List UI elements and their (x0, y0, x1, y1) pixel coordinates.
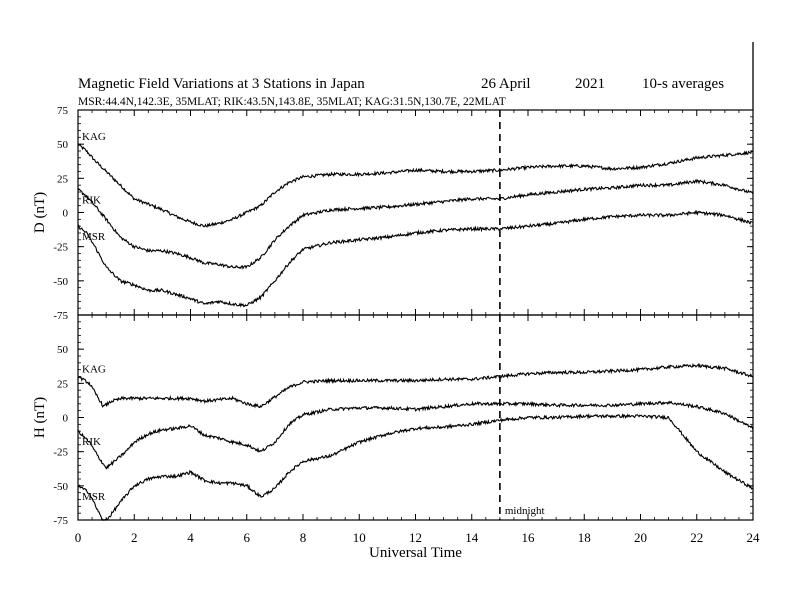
xtick-label: 18 (578, 530, 591, 545)
top-series-label-msr: MSR (82, 231, 106, 243)
bottom-ytick-label: -75 (53, 515, 68, 527)
chart-averaging: 10-s averages (642, 76, 724, 92)
top-series-label-rik: RIK (82, 194, 101, 206)
midnight-label: midnight (505, 505, 545, 517)
bottom-series-rik (77, 400, 754, 470)
top-series-kag (77, 143, 754, 228)
top-series-msr (77, 209, 753, 308)
xtick-label: 12 (409, 530, 422, 545)
xtick-label: 16 (522, 530, 536, 545)
xtick-label: 14 (465, 530, 479, 545)
xtick-label: 8 (300, 530, 307, 545)
top-panel-frame (77, 109, 754, 316)
bottom-ylabel: H (nT) (32, 397, 48, 438)
h-component-panel: 50 25 0 -25 -50 -75 H (nT) midnight KAG RIK MSR (32, 314, 754, 527)
top-ytick-label: 25 (57, 173, 69, 185)
chart-title: Magnetic Field Variations at 3 Stations … (78, 76, 365, 92)
bottom-series-label-kag: KAG (82, 364, 106, 376)
top-series-rik (77, 178, 754, 270)
bottom-series-label-rik: RIK (82, 436, 101, 448)
bottom-ytick-label: 50 (57, 344, 69, 356)
top-ylabel: D (nT) (32, 192, 48, 233)
xtick-label: 10 (353, 530, 366, 545)
chart-year: 2021 (575, 76, 605, 92)
top-ytick-label: 0 (63, 208, 69, 220)
bottom-ytick-label: 0 (63, 413, 69, 425)
top-ytick-label: -25 (53, 242, 68, 254)
xtick-label: 6 (244, 530, 251, 545)
bottom-series-kag (77, 362, 754, 409)
station-coordinates: MSR:44.4N,142.3E, 35MLAT; RIK:43.5N,143.… (78, 96, 506, 108)
bottom-ytick-label: 25 (57, 378, 69, 390)
xaxis-label: Universal Time (369, 545, 462, 561)
bottom-series-label-msr: MSR (82, 491, 106, 503)
xtick-label: 20 (634, 530, 647, 545)
bottom-series-msr (77, 412, 754, 522)
d-component-panel: 75 50 25 0 -25 -50 -75 D (nT) KAG RIK MSR (32, 105, 754, 322)
top-ytick-label: -75 (53, 310, 68, 322)
top-series-label-kag: KAG (82, 131, 106, 143)
top-ytick-label: 50 (57, 139, 69, 151)
xtick-label: 0 (75, 530, 82, 545)
xtick-label: 4 (187, 530, 194, 545)
top-ytick-label: 75 (57, 105, 69, 117)
bottom-ytick-label: -25 (53, 447, 68, 459)
xtick-label: 2 (131, 530, 138, 545)
chart-date: 26 April (481, 76, 531, 92)
top-ytick-label: -50 (53, 276, 68, 288)
xtick-label: 22 (690, 530, 703, 545)
xtick-label: 24 (747, 530, 761, 545)
bottom-ytick-label: -50 (53, 481, 68, 493)
